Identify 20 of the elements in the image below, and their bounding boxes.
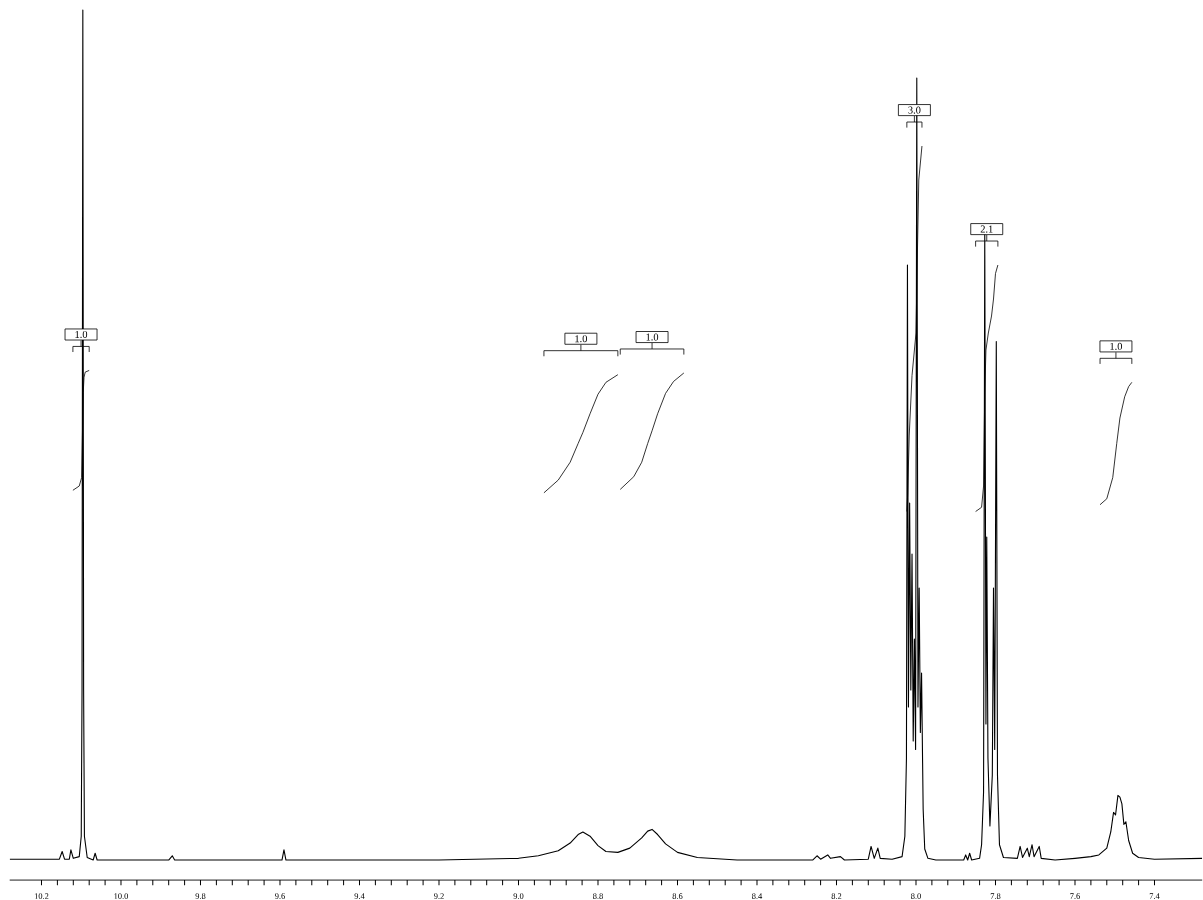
x-tick-label: 8.2 [831, 893, 842, 899]
annotation: 1.0 [1110, 342, 1123, 350]
x-tick-label: 7.8 [990, 893, 1001, 899]
annotation: 1.0 [646, 333, 659, 341]
x-tick-label: 8.6 [672, 893, 683, 899]
x-tick-label: 10.0 [114, 893, 129, 899]
annotation: 1.0 [75, 330, 88, 339]
x-tick-label: 10.2 [34, 893, 49, 899]
x-tick-label: 7.4 [1149, 893, 1160, 899]
x-tick-label: 9.4 [354, 893, 365, 899]
annotation: 1.0 [575, 335, 587, 343]
x-tick-label: 9.8 [195, 893, 206, 899]
x-tick-label: 9.0 [513, 893, 524, 899]
x-tick-label: 8.0 [911, 893, 921, 899]
x-tick-label: 9.6 [275, 893, 285, 899]
x-tick-label: 8.4 [752, 893, 763, 899]
x-tick-label: 9.2 [434, 893, 444, 899]
x-tick-label: 8.8 [593, 893, 603, 899]
annotation: 3.0 [908, 106, 921, 114]
x-tick-label: 7.6 [1070, 893, 1080, 899]
